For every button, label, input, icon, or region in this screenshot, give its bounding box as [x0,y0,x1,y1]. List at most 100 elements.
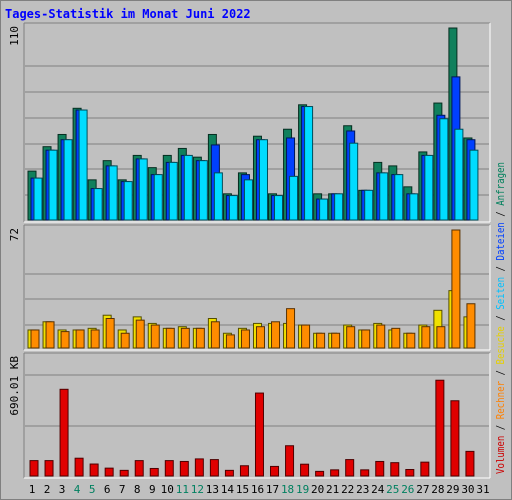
axis-max-label-bottom: 690.01 KB [8,356,21,416]
bar-volumen-day-10 [164,460,174,477]
bar-rechner-day-13 [210,321,220,349]
bar-rechner-day-5 [90,329,100,349]
bar-rechner-day-28 [436,326,446,349]
axis-max-label-top: 110 [8,26,21,46]
bar-seiten-day-14 [228,195,238,221]
bar-rechner-day-6 [105,318,115,349]
legend-separator: / [494,206,507,222]
legend-item-volumen: Volumen [494,436,507,474]
bar-volumen-day-14 [224,469,234,477]
x-tick-label: 5 [89,483,96,496]
bar-seiten-day-10 [168,161,178,221]
bar-volumen-day-26 [405,469,415,477]
bar-seiten-day-26 [409,193,419,221]
bar-rechner-day-16 [255,326,265,349]
bar-seiten-day-18 [289,175,299,221]
bar-seiten-day-28 [439,118,449,221]
bar-volumen-day-21 [330,469,340,477]
bar-rechner-day-30 [466,303,476,349]
bar-rechner-day-23 [361,329,371,349]
bar-seiten-day-19 [304,106,314,221]
x-tick-label: 8 [134,483,141,496]
bar-volumen-day-24 [375,460,385,477]
bar-seiten-day-24 [379,172,389,221]
bar-volumen-day-8 [134,460,144,477]
x-tick-label: 18 [281,483,294,496]
bar-seiten-day-16 [258,139,268,221]
legend-item-anfragen: Anfragen [494,162,507,206]
legend-separator: / [494,365,507,381]
bar-seiten-day-7 [123,181,133,221]
bar-volumen-day-30 [465,450,475,477]
x-tick-label: 28 [431,483,444,496]
x-tick-label: 17 [266,483,279,496]
bar-rechner-day-10 [165,327,175,349]
bar-volumen-day-23 [360,469,370,477]
bar-volumen-day-16 [254,392,264,477]
bar-seiten-day-8 [138,158,148,221]
bar-seiten-day-23 [364,189,374,221]
x-tick-label: 11 [176,483,189,496]
bar-seiten-day-12 [198,160,208,221]
bar-volumen-day-19 [300,463,310,477]
x-tick-label: 23 [356,483,369,496]
bar-volumen-day-29 [450,400,460,477]
bar-rechner-day-18 [286,308,296,349]
bar-seiten-day-4 [78,109,88,221]
bar-volumen-day-7 [119,469,129,477]
bar-seiten-day-29 [454,128,464,221]
bar-seiten-day-30 [469,149,479,221]
x-tick-label: 26 [401,483,414,496]
legend-item-besuche: Besuche [494,326,507,364]
bar-rechner-day-9 [150,324,160,349]
legend-separator: / [494,419,507,435]
x-tick-label: 31 [476,483,489,496]
bar-rechner-day-1 [30,329,40,349]
legend-separator: / [494,261,507,277]
axis-max-label-middle: 72 [8,228,21,241]
bar-volumen-day-13 [209,459,219,477]
bar-volumen-day-2 [44,460,54,477]
bar-volumen-day-25 [390,462,400,477]
bar-rechner-day-3 [60,331,70,349]
bar-rechner-day-7 [120,332,130,349]
bar-volumen-day-12 [194,458,204,477]
bar-volumen-day-28 [435,379,445,477]
bar-volumen-day-22 [345,459,355,477]
bar-seiten-day-1 [33,177,43,221]
bar-rechner-day-29 [451,229,461,349]
bar-rechner-day-26 [406,332,416,349]
chart-title: Tages-Statistik im Monat Juni 2022 [5,7,251,21]
bar-seiten-day-17 [274,195,284,221]
x-tick-label: 29 [446,483,459,496]
bar-rechner-day-14 [225,334,235,349]
bar-seiten-day-15 [243,179,253,221]
x-tick-label: 3 [59,483,66,496]
bar-seiten-day-3 [63,139,73,221]
x-tick-label: 9 [149,483,156,496]
x-tick-label: 4 [74,483,81,496]
bar-volumen-day-17 [270,465,280,477]
bar-volumen-day-5 [89,463,99,477]
x-tick-label: 6 [104,483,111,496]
x-tick-label: 13 [206,483,219,496]
bar-rechner-day-4 [75,329,85,349]
x-tick-label: 12 [191,483,204,496]
bar-seiten-day-21 [334,193,344,221]
x-tick-label: 16 [251,483,264,496]
bar-volumen-day-18 [285,445,295,477]
bar-volumen-day-27 [420,461,430,477]
bar-rechner-day-19 [301,324,311,349]
x-tick-label: 30 [461,483,474,496]
x-tick-label: 27 [416,483,429,496]
bar-volumen-day-3 [59,388,69,477]
bar-volumen-day-20 [315,470,325,477]
bar-rechner-day-24 [376,324,386,349]
bar-seiten-day-27 [424,154,434,221]
x-tick-label: 7 [119,483,126,496]
x-tick-label: 14 [221,483,235,496]
x-tick-label: 15 [236,483,249,496]
bar-rechner-day-25 [391,327,401,349]
bar-seiten-day-13 [213,172,223,221]
